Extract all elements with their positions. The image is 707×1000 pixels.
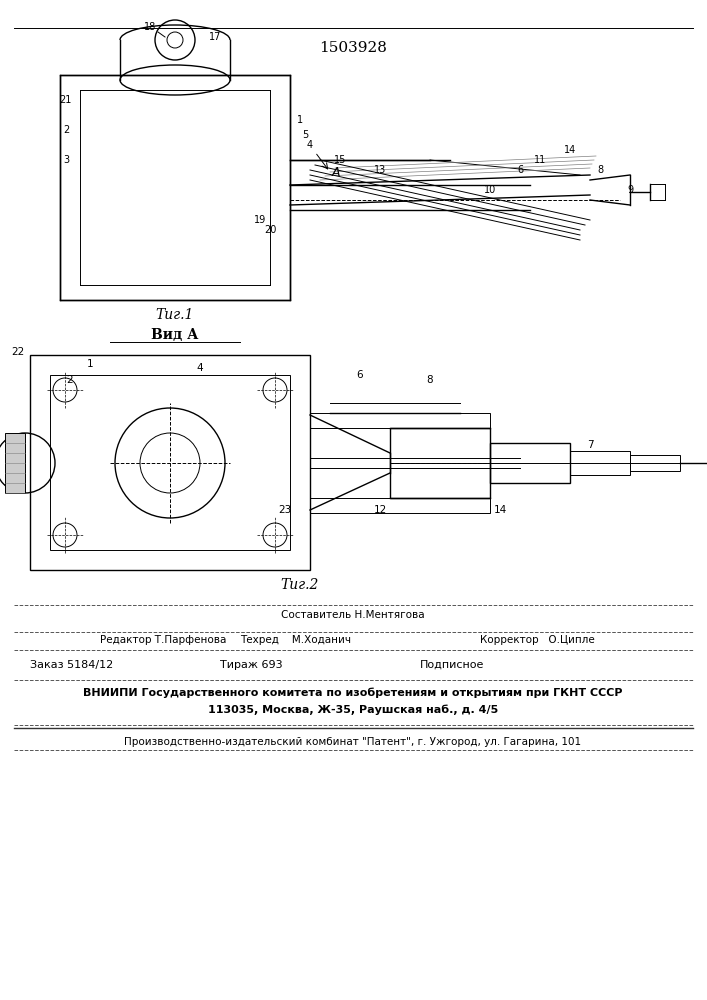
Text: 21: 21 — [59, 95, 71, 105]
Text: 15: 15 — [334, 155, 346, 165]
Text: Τиг.2: Τиг.2 — [281, 578, 319, 592]
Text: Корректор   О.Ципле: Корректор О.Ципле — [480, 635, 595, 645]
Bar — [390, 428, 490, 498]
Text: ВНИИПИ Государственного комитета по изобретениям и открытиям при ГКНТ СССР: ВНИИПИ Государственного комитета по изоб… — [83, 688, 623, 698]
Bar — [310, 498, 490, 513]
Text: 14: 14 — [564, 145, 576, 155]
Text: 1: 1 — [87, 359, 93, 369]
Text: 10: 10 — [484, 185, 496, 195]
Text: Τиг.1: Τиг.1 — [156, 308, 194, 322]
Text: 1: 1 — [297, 115, 303, 125]
Text: 22: 22 — [11, 347, 25, 357]
Text: 14: 14 — [493, 505, 507, 515]
Text: Вид А: Вид А — [151, 328, 199, 342]
Bar — [570, 451, 630, 475]
Text: 6: 6 — [357, 370, 363, 380]
Bar — [60, 75, 290, 300]
Bar — [630, 455, 680, 471]
Text: 1503928: 1503928 — [319, 41, 387, 55]
Text: 18: 18 — [144, 22, 156, 32]
Text: A: A — [332, 165, 341, 178]
Text: 9: 9 — [627, 185, 633, 195]
Text: 8: 8 — [597, 165, 603, 175]
Bar — [490, 443, 570, 483]
Text: 4: 4 — [307, 140, 313, 150]
Text: 23: 23 — [279, 505, 291, 515]
Text: 4: 4 — [197, 363, 204, 373]
Text: Составитель Н.Ментягова: Составитель Н.Ментягова — [281, 610, 425, 620]
Text: Производственно-издательский комбинат "Патент", г. Ужгород, ул. Гагарина, 101: Производственно-издательский комбинат "П… — [124, 737, 582, 747]
Text: 12: 12 — [373, 505, 387, 515]
Text: 19: 19 — [254, 215, 266, 225]
Text: 8: 8 — [427, 375, 433, 385]
Bar — [310, 413, 490, 428]
Text: 20: 20 — [264, 225, 276, 235]
Bar — [50, 375, 290, 550]
Bar — [30, 355, 310, 570]
Text: 11: 11 — [534, 155, 546, 165]
Text: 3: 3 — [63, 155, 69, 165]
Text: Тираж 693: Тираж 693 — [220, 660, 283, 670]
Text: Заказ 5184/12: Заказ 5184/12 — [30, 660, 113, 670]
Text: 17: 17 — [209, 32, 221, 42]
Text: 2: 2 — [66, 375, 74, 385]
Text: Подписное: Подписное — [420, 660, 484, 670]
Text: Редактор Т.Парфенова: Редактор Т.Парфенова — [100, 635, 226, 645]
Text: 13: 13 — [374, 165, 386, 175]
Text: 7: 7 — [587, 440, 593, 450]
Text: 2: 2 — [63, 125, 69, 135]
Text: 113035, Москва, Ж-35, Раушская наб., д. 4/5: 113035, Москва, Ж-35, Раушская наб., д. … — [208, 705, 498, 715]
Text: Техред    М.Ходанич: Техред М.Ходанич — [240, 635, 351, 645]
Text: 5: 5 — [302, 130, 308, 140]
Text: 6: 6 — [517, 165, 523, 175]
Bar — [5, 433, 25, 493]
